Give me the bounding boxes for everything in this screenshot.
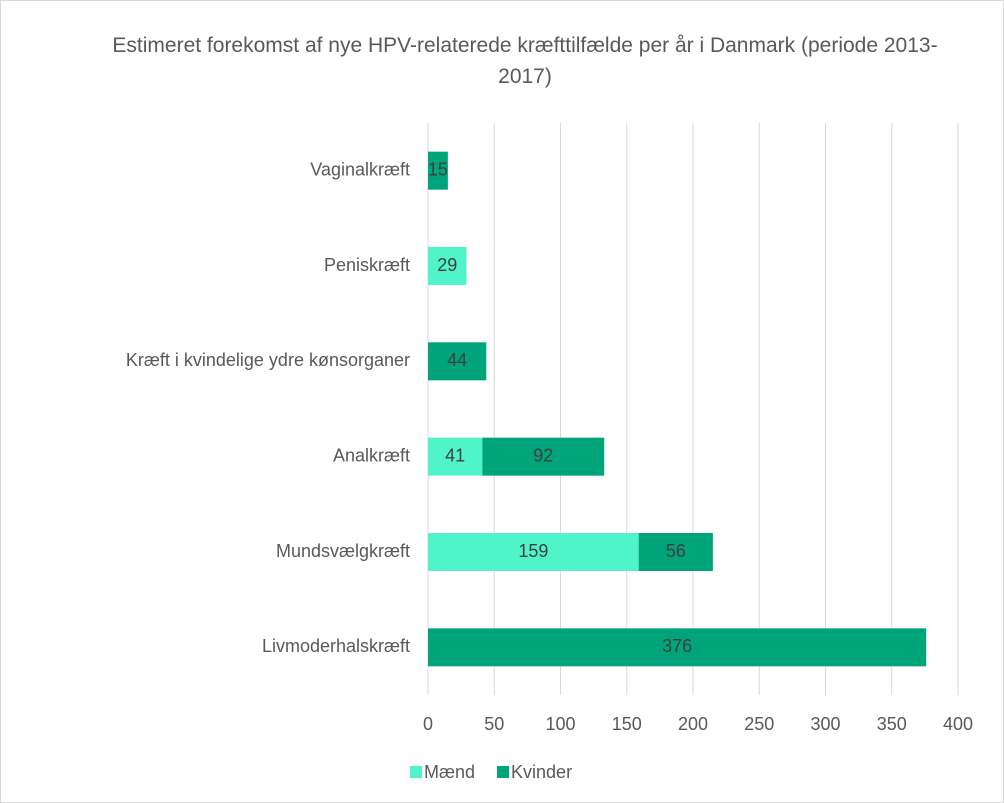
- legend-swatch: [497, 766, 510, 778]
- x-tick-label: 0: [423, 714, 433, 734]
- x-tick-label: 350: [877, 714, 907, 734]
- x-tick-label: 250: [744, 714, 774, 734]
- y-tick-label: Kræft i kvindelige ydre kønsorganer: [126, 350, 410, 370]
- x-tick-label: 200: [678, 714, 708, 734]
- data-label: 159: [518, 541, 548, 561]
- bar: [428, 533, 639, 571]
- x-tick-label: 100: [545, 714, 575, 734]
- legend-label: Kvinder: [511, 762, 572, 782]
- chart-title: Estimeret forekomst af nye HPV-relatered…: [112, 34, 938, 88]
- y-tick-label: Peniskræft: [324, 255, 410, 275]
- legend-label: Mænd: [424, 762, 475, 782]
- bar: [482, 437, 605, 476]
- data-label: 15: [428, 159, 448, 179]
- data-label: 92: [533, 445, 553, 465]
- data-label: 29: [437, 255, 457, 275]
- y-tick-label: Livmoderhalskræft: [262, 636, 410, 656]
- data-label: 56: [666, 541, 686, 561]
- bar: [428, 628, 927, 667]
- bar: [428, 342, 487, 381]
- data-label: 44: [447, 350, 467, 370]
- y-tick-label: Vaginalkræft: [310, 159, 410, 179]
- x-tick-label: 300: [810, 714, 840, 734]
- bar: [428, 437, 483, 476]
- bar: [428, 247, 467, 285]
- legend-swatch: [410, 766, 422, 778]
- bar: [428, 151, 448, 190]
- y-tick-label: Mundsvælgkræft: [276, 541, 410, 561]
- x-tick-label: 50: [484, 714, 504, 734]
- data-label: 41: [445, 445, 465, 465]
- bar: [638, 533, 713, 571]
- x-tick-label: 150: [612, 714, 642, 734]
- y-tick-label: Analkræft: [333, 445, 410, 465]
- x-tick-label: 400: [943, 714, 973, 734]
- data-label: 376: [662, 636, 692, 656]
